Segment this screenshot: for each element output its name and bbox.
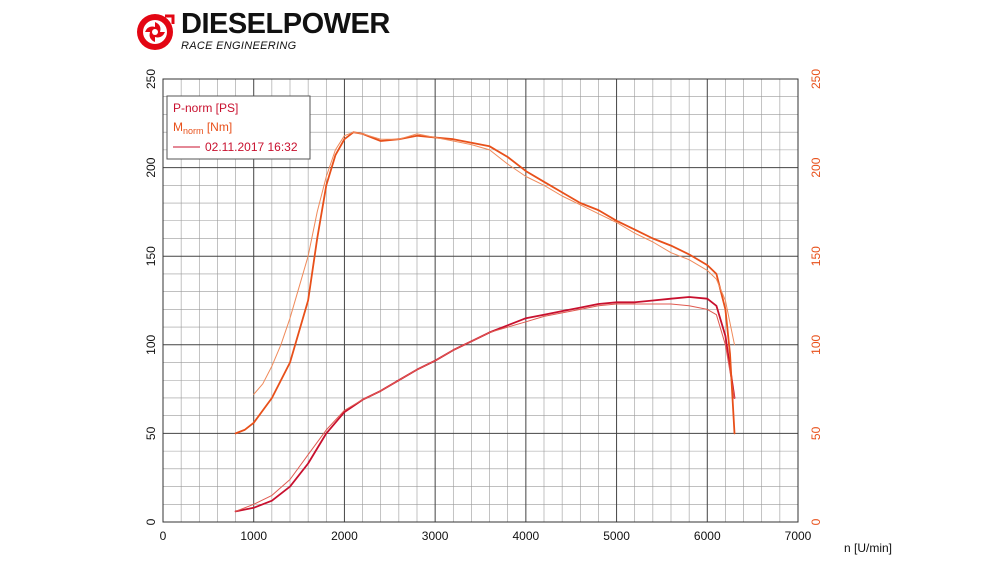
- turbo-logo-icon: [137, 14, 175, 50]
- legend-torque-unit: [Nm]: [204, 120, 233, 134]
- y-left-tick-label: 200: [144, 157, 158, 177]
- y-left-tick-label: 150: [144, 246, 158, 266]
- x-tick-label: 0: [160, 529, 167, 543]
- y-right-tick-label: 100: [809, 334, 823, 354]
- series-torque-line-2: [253, 131, 735, 395]
- y-left-tick-label: 250: [144, 69, 158, 89]
- legend-run-label: 02.11.2017 16:32: [205, 140, 298, 154]
- legend-torque-main: M: [173, 120, 183, 134]
- legend-box: [166, 95, 311, 160]
- x-tick-label: 2000: [331, 529, 358, 543]
- series-torque-line: [234, 131, 736, 435]
- y-axis-left: 0 50 100 150 200 250: [144, 69, 158, 526]
- brand-logo: DIESELPOWER RACE ENGINEERING: [135, 8, 415, 54]
- x-tick-label: 5000: [603, 529, 630, 543]
- brand-tagline: RACE ENGINEERING: [181, 40, 297, 52]
- brand-name: DIESELPOWER: [181, 8, 390, 40]
- plot-frame: [162, 78, 799, 523]
- x-tick-label: 6000: [694, 529, 721, 543]
- x-tick-label: 4000: [513, 529, 540, 543]
- legend-power-label: P-norm [PS]: [173, 101, 238, 115]
- legend-torque-label: Mnorm [Nm]: [173, 120, 232, 136]
- x-tick-label: 1000: [240, 529, 267, 543]
- legend: P-norm [PS] Mnorm [Nm] 02.11.2017 16:32: [166, 95, 311, 160]
- x-tick-label: 3000: [422, 529, 449, 543]
- y-right-tick-label: 150: [809, 246, 823, 266]
- series-layer: [234, 131, 736, 513]
- series-power-line: [234, 296, 736, 513]
- y-left-tick-label: 0: [144, 518, 158, 525]
- y-right-tick-label: 0: [809, 518, 823, 525]
- y-left-tick-label: 100: [144, 334, 158, 354]
- x-axis-label: n [U/min]: [844, 541, 892, 555]
- y-right-tick-label: 50: [809, 426, 823, 440]
- x-tick-label: 7000: [785, 529, 812, 543]
- series-power-line-2: [235, 303, 735, 512]
- y-axis-right: 0 50 100 150 200 250: [809, 69, 823, 526]
- y-right-tick-label: 200: [809, 157, 823, 177]
- legend-torque-sub: norm: [183, 126, 204, 136]
- x-axis: 0 1000 2000 3000 4000 5000 6000 7000: [160, 529, 812, 543]
- y-left-tick-label: 50: [144, 426, 158, 440]
- y-right-tick-label: 250: [809, 69, 823, 89]
